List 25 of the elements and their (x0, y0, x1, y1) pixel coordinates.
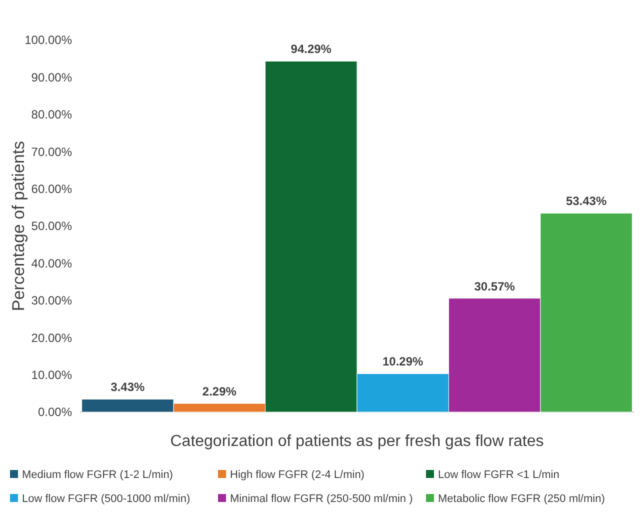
legend-label: Low flow FGFR <1 L/min (438, 468, 560, 481)
legend-label: High flow FGFR (2-4 L/min) (230, 468, 364, 481)
legend-label: Metabolic flow FGFR (250 ml/min) (438, 492, 605, 505)
y-tick-label: 80.00% (31, 108, 72, 122)
y-tick-label: 0.00% (38, 405, 72, 420)
y-tick-label: 30.00% (31, 294, 72, 308)
data-label: 2.29% (202, 384, 237, 398)
y-tick-label: 60.00% (31, 182, 72, 196)
y-axis-title: Percentage of patients (9, 140, 28, 312)
y-tick-label: 50.00% (31, 219, 72, 234)
data-label: 94.29% (290, 42, 332, 56)
legend-label: Low flow FGFR (500-1000 ml/min) (22, 492, 190, 505)
legend-label: Minimal flow FGFR (250-500 ml/min ) (230, 492, 413, 505)
y-tick-label: 70.00% (31, 144, 72, 159)
data-label: 3.43% (110, 380, 146, 394)
data-label: 10.29% (382, 354, 424, 369)
data-label: 30.57% (474, 279, 516, 294)
y-tick-label: 40.00% (31, 256, 72, 270)
x-axis-title: Categorization of patients as per fresh gas flow rates (170, 433, 544, 450)
y-tick-label: 10.00% (31, 368, 72, 382)
y-tick-label: 90.00% (31, 70, 72, 84)
data-label: 53.43% (566, 194, 607, 208)
legend-label: Medium flow FGFR (1-2 L/min) (22, 468, 173, 481)
y-tick-label: 100.00% (24, 33, 72, 48)
y-tick-label: 20.00% (31, 330, 72, 345)
